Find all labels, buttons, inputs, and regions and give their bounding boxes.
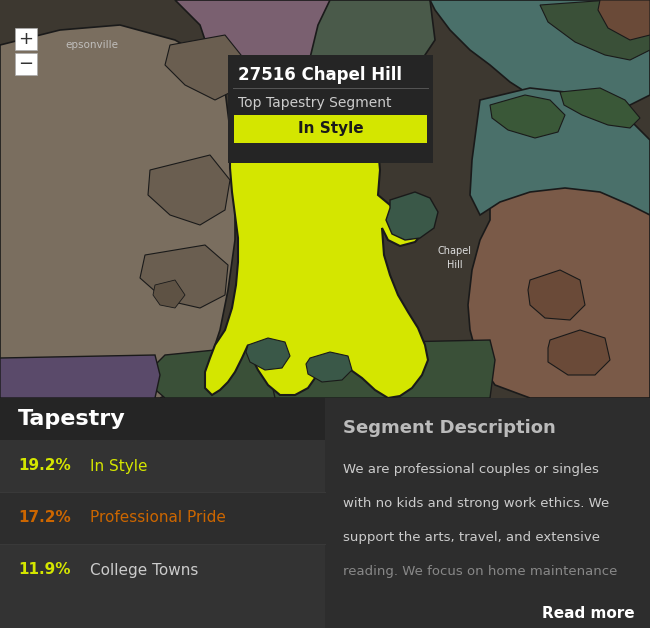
Polygon shape: [430, 0, 650, 118]
Text: We are professional couples or singles: We are professional couples or singles: [343, 463, 599, 477]
Bar: [0, 398, 325, 628]
Polygon shape: [0, 25, 235, 398]
Text: Segment Description: Segment Description: [343, 419, 556, 437]
Text: −: −: [18, 55, 34, 73]
Bar: [0, 398, 325, 440]
Polygon shape: [153, 280, 185, 308]
Polygon shape: [468, 180, 650, 398]
Text: Professional Pride: Professional Pride: [90, 511, 226, 526]
Polygon shape: [560, 88, 640, 128]
Polygon shape: [140, 245, 228, 308]
Text: 11.9%: 11.9%: [18, 563, 70, 578]
Text: Read more: Read more: [542, 607, 635, 622]
Polygon shape: [470, 88, 650, 215]
Text: In Style: In Style: [90, 458, 148, 474]
Text: support the arts, travel, and extensive: support the arts, travel, and extensive: [343, 531, 600, 544]
Text: with no kids and strong work ethics. We: with no kids and strong work ethics. We: [343, 497, 609, 511]
Polygon shape: [260, 340, 495, 398]
Text: +: +: [18, 30, 34, 48]
Bar: [0, 492, 325, 544]
Polygon shape: [310, 0, 435, 88]
Bar: [0, 440, 325, 492]
Text: College Towns: College Towns: [90, 563, 198, 578]
Text: In Style: In Style: [298, 121, 363, 136]
Polygon shape: [306, 352, 352, 382]
Bar: [228, 55, 433, 163]
Polygon shape: [0, 355, 160, 398]
Polygon shape: [540, 0, 650, 60]
Polygon shape: [205, 70, 428, 398]
Bar: [0, 544, 325, 596]
Polygon shape: [246, 338, 290, 370]
Polygon shape: [175, 0, 340, 105]
Text: 27516 Chapel Hill: 27516 Chapel Hill: [238, 66, 402, 84]
Text: Chapel
Hill: Chapel Hill: [438, 246, 472, 269]
Polygon shape: [386, 192, 438, 240]
Text: epsonville: epsonville: [65, 40, 118, 50]
Polygon shape: [528, 270, 585, 320]
Polygon shape: [150, 348, 280, 398]
Polygon shape: [490, 95, 565, 138]
Bar: [15, 53, 37, 75]
Bar: [234, 115, 427, 143]
Polygon shape: [165, 35, 245, 100]
Text: Top Tapestry Segment: Top Tapestry Segment: [238, 96, 391, 110]
Text: 17.2%: 17.2%: [18, 511, 71, 526]
Bar: [0, 0, 650, 398]
Polygon shape: [148, 155, 230, 225]
Polygon shape: [598, 0, 650, 40]
Bar: [15, 28, 37, 50]
Bar: [325, 398, 650, 628]
Text: 19.2%: 19.2%: [18, 458, 71, 474]
Text: Tapestry: Tapestry: [18, 409, 125, 429]
Text: reading. We focus on home maintenance: reading. We focus on home maintenance: [343, 565, 618, 578]
Polygon shape: [548, 330, 610, 375]
